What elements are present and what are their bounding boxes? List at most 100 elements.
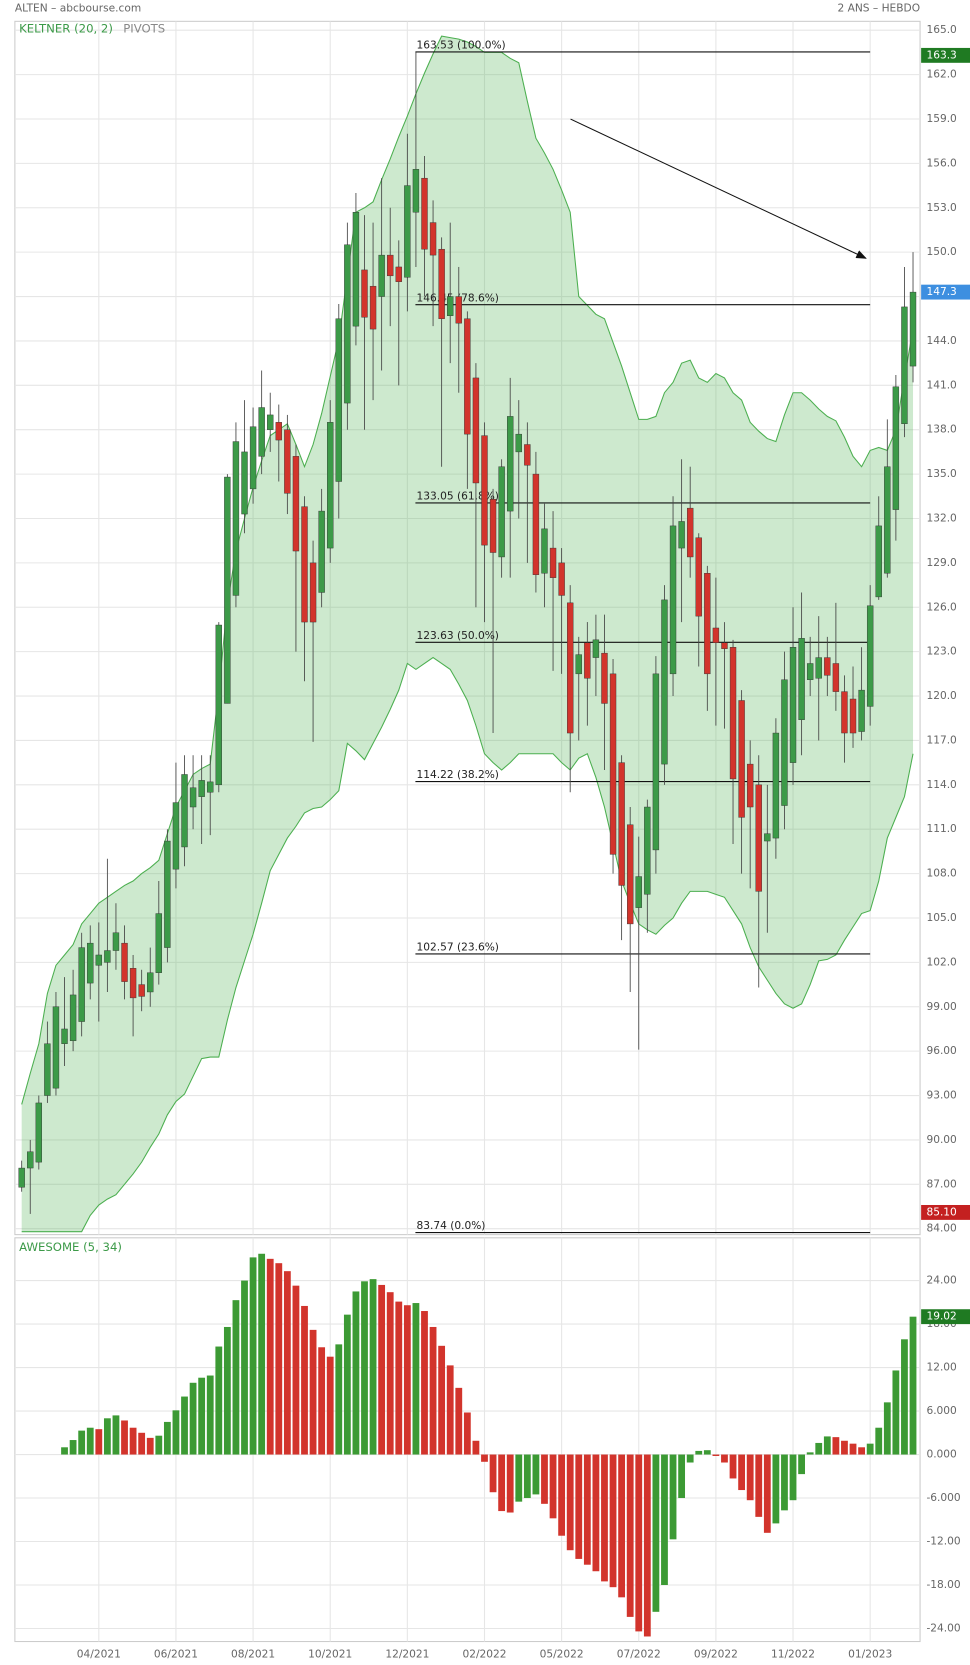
y-tick-label: 159.0 xyxy=(926,112,957,125)
ao-bar xyxy=(472,1440,480,1455)
candle-body xyxy=(395,266,402,282)
ao-bar xyxy=(601,1454,608,1582)
candle-body xyxy=(772,732,780,839)
fib-level-label: 133.05 (61.8%) xyxy=(416,490,498,503)
ao-bar xyxy=(352,1291,360,1455)
candle-body xyxy=(292,456,300,552)
candle-body xyxy=(489,499,497,553)
candle-body xyxy=(541,528,548,574)
ao-bar xyxy=(832,1437,840,1455)
price-badge xyxy=(921,1204,970,1220)
ao-bar xyxy=(206,1375,214,1455)
ao-bar xyxy=(78,1430,86,1455)
candle-body xyxy=(498,466,505,558)
ao-bar xyxy=(283,1271,291,1455)
candle-body xyxy=(738,700,745,818)
ao-bar xyxy=(326,1356,334,1455)
candle-body xyxy=(609,673,617,855)
candle-body xyxy=(249,426,257,490)
candle-body xyxy=(695,537,702,617)
fib-level-label: 163.53 (100.0%) xyxy=(416,39,505,52)
candle-body xyxy=(627,824,634,925)
candle-body xyxy=(901,306,908,425)
ao-bar xyxy=(155,1435,163,1455)
ao-bar xyxy=(532,1454,540,1495)
price-badge xyxy=(921,1309,970,1325)
candle-body xyxy=(892,386,900,510)
x-tick-label: 12/2021 xyxy=(385,1647,429,1660)
x-tick-label: 02/2022 xyxy=(462,1647,506,1660)
y-tick-label: 165.0 xyxy=(926,23,957,36)
candle-body xyxy=(764,833,771,842)
candle-body xyxy=(798,638,805,720)
candle-body xyxy=(806,663,814,680)
ao-bar xyxy=(121,1420,128,1455)
candle-body xyxy=(592,639,600,658)
ao-bar xyxy=(686,1454,694,1463)
candle-body xyxy=(909,291,917,367)
y-tick-label: 102.0 xyxy=(926,955,957,968)
candle-body xyxy=(344,244,351,404)
ao-bar xyxy=(892,1370,900,1455)
candle-body xyxy=(549,547,557,578)
ao-bar xyxy=(146,1437,154,1455)
ao-bar xyxy=(378,1284,386,1455)
candle-body xyxy=(721,642,728,649)
candle-body xyxy=(515,433,522,453)
ao-bar xyxy=(583,1454,591,1565)
price-badge xyxy=(921,47,970,63)
ao-bar xyxy=(403,1305,411,1455)
candle-body xyxy=(224,476,231,704)
ao-bar xyxy=(223,1326,231,1455)
candle-body xyxy=(584,642,591,679)
ao-bar xyxy=(626,1454,634,1617)
ao-bar xyxy=(712,1454,720,1456)
ao-bar xyxy=(181,1396,188,1455)
candle-body xyxy=(284,429,291,494)
ao-bar xyxy=(541,1454,548,1504)
ao-bar xyxy=(301,1305,308,1455)
ao-bar xyxy=(763,1454,771,1533)
ao-bar xyxy=(575,1454,583,1559)
candle-body xyxy=(669,525,677,675)
ao-bar xyxy=(112,1415,120,1455)
candle-body xyxy=(824,657,831,676)
candle-body xyxy=(87,942,94,984)
ao-bar xyxy=(592,1454,600,1572)
candle-body xyxy=(335,318,342,482)
candle-body xyxy=(207,781,214,793)
ao-bar xyxy=(789,1454,797,1501)
candle-body xyxy=(841,691,848,734)
y-tick-label: 111.0 xyxy=(926,822,957,835)
candle-body xyxy=(78,947,85,1022)
y-tick-label: 99.00 xyxy=(926,1000,957,1013)
y-tick-label: 123.0 xyxy=(926,645,957,658)
candle-body xyxy=(421,177,428,250)
candle-body xyxy=(35,1102,43,1163)
candle-body xyxy=(241,451,248,515)
candle-body xyxy=(155,913,162,973)
ao-bar xyxy=(909,1316,917,1455)
ao-bar xyxy=(695,1450,703,1455)
candle-body xyxy=(464,318,471,435)
candle-body xyxy=(455,296,462,324)
candle-body xyxy=(104,950,111,963)
ao-panel xyxy=(14,1237,921,1643)
ao-bar xyxy=(772,1454,780,1524)
y-tick-label: 117.0 xyxy=(926,733,957,746)
candle-body xyxy=(686,507,694,558)
ao-bar xyxy=(549,1454,557,1519)
x-tick-label: 09/2022 xyxy=(694,1647,738,1660)
y-tick-label: 138.0 xyxy=(926,423,957,436)
candle-body xyxy=(447,296,454,316)
x-tick-label: 01/2023 xyxy=(848,1647,892,1660)
candle-body xyxy=(361,269,368,318)
ao-bar xyxy=(61,1447,68,1455)
candle-body xyxy=(258,407,265,457)
ao-title: AWESOME (5, 34) xyxy=(19,1240,122,1254)
candle-body xyxy=(232,441,240,596)
fib-level-label: 123.63 (50.0%) xyxy=(416,629,498,642)
candle-body xyxy=(404,185,411,278)
header-title: ALTEN – abcbourse.com xyxy=(15,2,141,15)
fib-level-label: 102.57 (23.6%) xyxy=(416,941,498,954)
